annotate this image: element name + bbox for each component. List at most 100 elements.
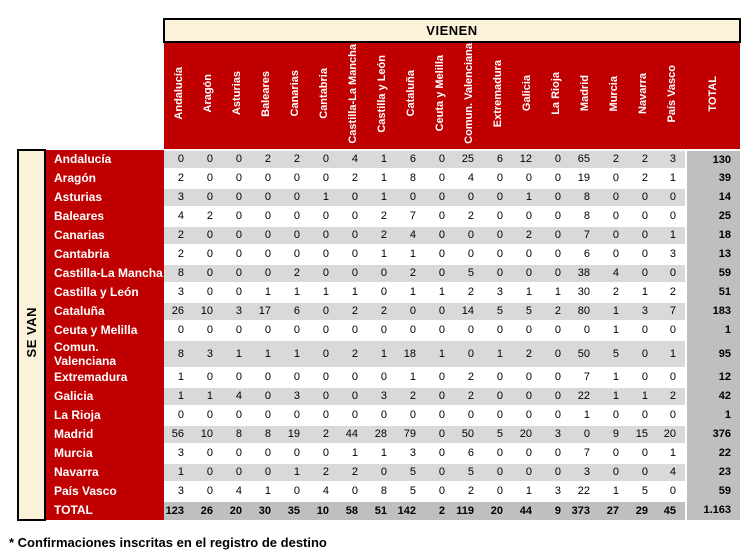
column-header: La Rioja: [541, 42, 570, 151]
column-header: Murcia: [599, 42, 628, 151]
value-cell: 50: [570, 339, 599, 369]
value-cell: 80: [570, 301, 599, 322]
value-cell: 0: [338, 187, 367, 208]
value-cell: 1: [367, 339, 396, 369]
value-cell: 2: [512, 225, 541, 246]
value-cell: 8: [367, 481, 396, 502]
value-cell: 0: [222, 206, 251, 227]
row-total-cell: 23: [685, 462, 740, 482]
value-cell: 1: [599, 320, 628, 341]
value-cell: 0: [425, 225, 454, 246]
value-cell: 1: [164, 386, 193, 407]
value-cell: 1: [396, 367, 425, 388]
value-cell: 2: [628, 149, 657, 170]
value-cell: 0: [425, 168, 454, 189]
value-cell: 0: [512, 443, 541, 464]
value-cell: 0: [628, 339, 657, 369]
value-cell: 0: [483, 462, 512, 483]
value-cell: 2: [309, 424, 338, 445]
value-cell: 0: [657, 263, 686, 284]
value-cell: 0: [309, 405, 338, 426]
value-cell: 1: [657, 443, 686, 464]
value-cell: 0: [628, 244, 657, 265]
value-cell: 0: [454, 244, 483, 265]
value-cell: 0: [222, 225, 251, 246]
column-header-label: Asturias: [230, 71, 243, 116]
value-cell: 2: [657, 282, 686, 303]
column-header-label: Madrid: [578, 75, 591, 112]
value-cell: 0: [251, 168, 280, 189]
value-cell: 0: [193, 225, 222, 246]
row-label: Andalucía: [45, 149, 164, 169]
value-cell: 10: [193, 424, 222, 445]
value-cell: 0: [628, 462, 657, 483]
value-cell: 25: [454, 149, 483, 170]
value-cell: 2: [657, 386, 686, 407]
value-cell: 2: [396, 386, 425, 407]
value-cell: 0: [338, 481, 367, 502]
value-cell: 0: [541, 149, 570, 170]
value-cell: 0: [309, 367, 338, 388]
column-total-cell: 51: [367, 500, 396, 520]
value-cell: 0: [599, 225, 628, 246]
row-label: Castilla y León: [45, 282, 164, 302]
value-cell: 4: [599, 263, 628, 284]
value-cell: 0: [396, 405, 425, 426]
value-cell: 2: [454, 367, 483, 388]
value-cell: 0: [222, 244, 251, 265]
footnote: * Confirmaciones inscritas en el registr…: [9, 534, 327, 550]
value-cell: 2: [338, 339, 367, 369]
value-cell: 4: [396, 225, 425, 246]
value-cell: 0: [512, 405, 541, 426]
row-label: Aragón: [45, 168, 164, 188]
value-cell: 0: [483, 225, 512, 246]
row-total-cell: 22: [685, 443, 740, 463]
column-header: Comun. Valenciana: [454, 42, 483, 151]
row-total-cell: 42: [685, 386, 740, 406]
column-total-cell: 35: [280, 500, 309, 520]
value-cell: 19: [280, 424, 309, 445]
value-cell: 3: [164, 187, 193, 208]
value-cell: 0: [309, 386, 338, 407]
value-cell: 0: [309, 443, 338, 464]
table-row: Cataluña 26 10 3 17 6 0 2 2 0 0 14 5 5 2 80 1 3 7 183: [18, 301, 740, 322]
value-cell: 0: [367, 462, 396, 483]
value-cell: 0: [251, 263, 280, 284]
value-cell: 2: [338, 301, 367, 322]
value-cell: 2: [628, 168, 657, 189]
value-cell: 0: [628, 405, 657, 426]
value-cell: 0: [367, 405, 396, 426]
value-cell: 0: [251, 405, 280, 426]
value-cell: 3: [483, 282, 512, 303]
value-cell: 0: [222, 443, 251, 464]
value-cell: 0: [367, 320, 396, 341]
value-cell: 15: [628, 424, 657, 445]
value-cell: 4: [657, 462, 686, 483]
value-cell: 0: [280, 225, 309, 246]
column-header: Cantabria: [309, 42, 338, 151]
value-cell: 0: [483, 386, 512, 407]
table-row: Murcia 3 0 0 0 0 0 1 1 3 0 6 0 0 0 7 0 0 1 22: [18, 443, 740, 464]
value-cell: 1: [164, 462, 193, 483]
value-cell: 1: [193, 386, 222, 407]
value-cell: 5: [599, 339, 628, 369]
value-cell: 0: [483, 244, 512, 265]
value-cell: 0: [483, 168, 512, 189]
value-cell: 1: [512, 282, 541, 303]
value-cell: 8: [251, 424, 280, 445]
value-cell: 0: [483, 187, 512, 208]
value-cell: 8: [570, 187, 599, 208]
value-cell: 0: [222, 263, 251, 284]
value-cell: 0: [396, 320, 425, 341]
value-cell: 0: [222, 149, 251, 170]
row-label: Madrid: [45, 424, 164, 444]
value-cell: 0: [454, 320, 483, 341]
row-total-cell: 39: [685, 168, 740, 188]
value-cell: 0: [280, 367, 309, 388]
value-cell: 0: [599, 244, 628, 265]
value-cell: 0: [280, 244, 309, 265]
value-cell: 0: [541, 263, 570, 284]
value-cell: 2: [454, 386, 483, 407]
column-total-cell: 10: [309, 500, 338, 520]
value-cell: 2: [309, 462, 338, 483]
